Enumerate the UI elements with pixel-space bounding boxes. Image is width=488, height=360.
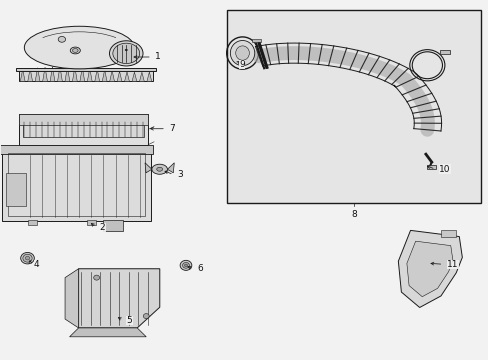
Polygon shape xyxy=(28,68,33,81)
Ellipse shape xyxy=(143,314,149,319)
Text: 2: 2 xyxy=(100,223,105,232)
Ellipse shape xyxy=(230,41,254,66)
Bar xyxy=(2,148,150,221)
Polygon shape xyxy=(117,71,122,81)
Bar xyxy=(227,10,480,203)
Ellipse shape xyxy=(235,46,249,60)
Polygon shape xyxy=(80,67,84,81)
Bar xyxy=(19,114,148,125)
Text: 9: 9 xyxy=(239,60,244,69)
Bar xyxy=(252,39,261,42)
Ellipse shape xyxy=(72,49,78,53)
Ellipse shape xyxy=(180,260,191,270)
Polygon shape xyxy=(102,70,107,81)
Bar xyxy=(6,173,26,206)
Polygon shape xyxy=(167,163,174,173)
Bar xyxy=(28,220,37,225)
Polygon shape xyxy=(124,72,129,81)
Text: 10: 10 xyxy=(438,165,449,174)
Ellipse shape xyxy=(70,47,80,54)
Polygon shape xyxy=(139,72,144,81)
Bar xyxy=(23,122,144,137)
Bar xyxy=(87,220,96,225)
Polygon shape xyxy=(72,67,77,81)
Polygon shape xyxy=(406,241,452,297)
Ellipse shape xyxy=(113,43,140,64)
Polygon shape xyxy=(398,230,461,307)
Bar xyxy=(439,50,449,54)
Text: 4: 4 xyxy=(34,260,40,269)
Text: 11: 11 xyxy=(446,260,457,269)
Polygon shape xyxy=(87,68,92,81)
Ellipse shape xyxy=(152,164,167,174)
Bar xyxy=(19,69,153,81)
Polygon shape xyxy=(132,72,137,81)
Polygon shape xyxy=(145,163,152,173)
Text: 1: 1 xyxy=(155,53,161,62)
Ellipse shape xyxy=(182,262,189,268)
Text: 7: 7 xyxy=(169,124,175,133)
Polygon shape xyxy=(20,69,25,81)
Polygon shape xyxy=(35,68,40,81)
Ellipse shape xyxy=(94,275,100,280)
Bar xyxy=(440,230,455,237)
Polygon shape xyxy=(95,69,100,81)
Text: 5: 5 xyxy=(126,316,132,325)
Bar xyxy=(8,153,144,216)
Ellipse shape xyxy=(184,264,187,267)
Bar xyxy=(103,220,122,231)
Bar xyxy=(0,145,152,154)
Ellipse shape xyxy=(23,254,32,262)
Ellipse shape xyxy=(58,36,65,42)
Polygon shape xyxy=(42,67,47,81)
Text: 3: 3 xyxy=(177,170,183,179)
Ellipse shape xyxy=(24,26,134,69)
Text: 8: 8 xyxy=(350,211,356,220)
Ellipse shape xyxy=(157,167,162,171)
Ellipse shape xyxy=(109,41,142,66)
Polygon shape xyxy=(58,67,62,81)
Ellipse shape xyxy=(125,49,127,51)
Polygon shape xyxy=(50,67,55,81)
Polygon shape xyxy=(146,72,151,81)
Bar xyxy=(426,165,435,169)
Text: 6: 6 xyxy=(197,265,203,274)
Ellipse shape xyxy=(20,252,34,264)
Polygon shape xyxy=(109,71,114,81)
Polygon shape xyxy=(79,269,160,328)
Polygon shape xyxy=(69,328,146,337)
Polygon shape xyxy=(65,269,79,328)
Bar xyxy=(19,114,148,145)
Polygon shape xyxy=(65,67,70,81)
Ellipse shape xyxy=(25,256,30,260)
Bar xyxy=(16,68,156,71)
